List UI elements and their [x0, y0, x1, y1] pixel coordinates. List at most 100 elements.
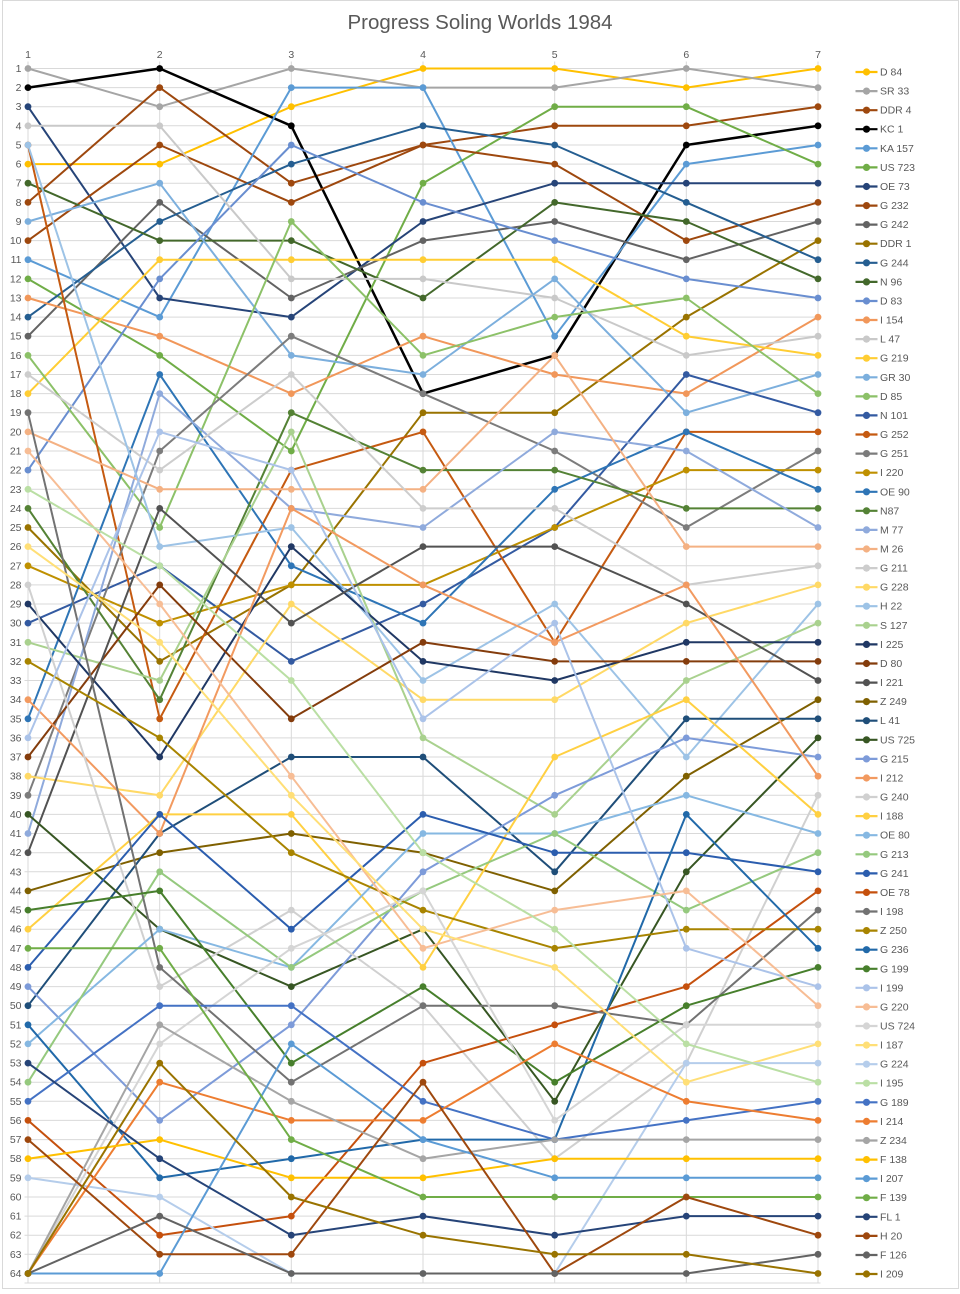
- svg-text:I 199: I 199: [880, 982, 904, 994]
- svg-text:US 725: US 725: [880, 734, 915, 746]
- svg-text:37: 37: [10, 752, 22, 764]
- svg-text:G 213: G 213: [880, 849, 909, 861]
- svg-text:25: 25: [10, 522, 22, 534]
- svg-text:46: 46: [10, 924, 22, 936]
- svg-text:L 41: L 41: [880, 715, 900, 727]
- svg-text:11: 11: [11, 254, 22, 266]
- svg-text:4: 4: [16, 120, 22, 132]
- svg-text:18: 18: [10, 388, 22, 400]
- svg-text:41: 41: [10, 828, 22, 840]
- svg-text:31: 31: [10, 637, 22, 649]
- svg-text:I 225: I 225: [880, 639, 904, 651]
- svg-text:58: 58: [10, 1153, 22, 1165]
- svg-text:5: 5: [16, 140, 22, 152]
- svg-text:60: 60: [10, 1192, 22, 1204]
- svg-text:9: 9: [16, 216, 22, 228]
- svg-text:4: 4: [420, 49, 426, 61]
- svg-text:50: 50: [10, 1000, 22, 1012]
- svg-text:I 187: I 187: [880, 1040, 904, 1052]
- svg-text:23: 23: [10, 484, 22, 496]
- svg-text:7: 7: [16, 178, 22, 190]
- svg-text:G 236: G 236: [880, 944, 909, 956]
- svg-text:35: 35: [10, 713, 22, 725]
- svg-text:I 198: I 198: [880, 906, 904, 918]
- svg-text:S 127: S 127: [880, 620, 908, 632]
- svg-text:20: 20: [10, 426, 22, 438]
- svg-text:2: 2: [16, 82, 22, 94]
- svg-text:D 80: D 80: [880, 658, 902, 670]
- svg-text:27: 27: [10, 560, 22, 572]
- svg-text:64: 64: [10, 1268, 22, 1280]
- svg-text:D 84: D 84: [880, 67, 902, 79]
- svg-text:G 252: G 252: [880, 429, 909, 441]
- svg-text:I 209: I 209: [880, 1269, 904, 1281]
- svg-text:G 199: G 199: [880, 963, 909, 975]
- svg-text:H 22: H 22: [880, 601, 902, 613]
- svg-text:30: 30: [10, 618, 22, 630]
- svg-text:F 138: F 138: [880, 1154, 907, 1166]
- svg-text:G 244: G 244: [880, 257, 909, 269]
- svg-text:22: 22: [10, 465, 22, 477]
- svg-text:14: 14: [10, 312, 22, 324]
- svg-text:54: 54: [10, 1077, 22, 1089]
- svg-text:47: 47: [10, 943, 22, 955]
- svg-text:FL 1: FL 1: [880, 1211, 901, 1223]
- svg-text:48: 48: [10, 962, 22, 974]
- svg-text:1: 1: [16, 63, 22, 75]
- svg-text:DDR 1: DDR 1: [880, 238, 912, 250]
- svg-text:49: 49: [10, 981, 22, 993]
- svg-text:GR 30: GR 30: [880, 372, 911, 384]
- svg-text:43: 43: [10, 866, 22, 878]
- svg-text:Z 234: Z 234: [880, 1135, 907, 1147]
- svg-text:28: 28: [10, 579, 22, 591]
- svg-text:13: 13: [10, 293, 22, 305]
- svg-text:G 224: G 224: [880, 1059, 909, 1071]
- svg-text:US 723: US 723: [880, 162, 915, 174]
- svg-text:40: 40: [10, 809, 22, 821]
- svg-text:21: 21: [10, 446, 22, 458]
- svg-text:55: 55: [10, 1096, 22, 1108]
- svg-text:56: 56: [10, 1115, 22, 1127]
- svg-text:62: 62: [10, 1230, 22, 1242]
- svg-text:39: 39: [10, 790, 22, 802]
- svg-text:DDR 4: DDR 4: [880, 105, 912, 117]
- svg-text:F 126: F 126: [880, 1250, 907, 1262]
- svg-text:34: 34: [10, 694, 22, 706]
- svg-text:I 221: I 221: [880, 677, 904, 689]
- svg-text:19: 19: [10, 407, 22, 419]
- svg-text:N 96: N 96: [880, 276, 902, 288]
- svg-text:Z 249: Z 249: [880, 696, 907, 708]
- svg-text:26: 26: [10, 541, 22, 553]
- svg-text:I 154: I 154: [880, 315, 904, 327]
- svg-text:6: 6: [683, 49, 689, 61]
- svg-text:24: 24: [10, 503, 22, 515]
- svg-text:G 189: G 189: [880, 1097, 909, 1109]
- svg-text:6: 6: [16, 159, 22, 171]
- svg-text:G 241: G 241: [880, 868, 909, 880]
- svg-text:OE 73: OE 73: [880, 181, 910, 193]
- svg-text:59: 59: [10, 1172, 22, 1184]
- svg-text:D 85: D 85: [880, 391, 902, 403]
- svg-text:32: 32: [10, 656, 22, 668]
- svg-text:12: 12: [10, 273, 22, 285]
- svg-text:SR 33: SR 33: [880, 86, 909, 98]
- svg-text:G 242: G 242: [880, 219, 909, 231]
- svg-text:G 219: G 219: [880, 353, 909, 365]
- svg-text:I 195: I 195: [880, 1078, 904, 1090]
- svg-text:F 139: F 139: [880, 1192, 907, 1204]
- svg-text:45: 45: [10, 905, 22, 917]
- svg-text:G 211: G 211: [880, 563, 908, 575]
- svg-text:1: 1: [25, 49, 31, 61]
- svg-text:G 228: G 228: [880, 582, 909, 594]
- svg-text:I 212: I 212: [880, 773, 904, 785]
- svg-text:52: 52: [10, 1038, 22, 1050]
- svg-text:H 20: H 20: [880, 1230, 902, 1242]
- svg-text:15: 15: [10, 331, 22, 343]
- svg-text:G 232: G 232: [880, 200, 909, 212]
- svg-text:G 240: G 240: [880, 792, 909, 804]
- svg-text:3: 3: [288, 49, 294, 61]
- svg-text:57: 57: [10, 1134, 22, 1146]
- svg-text:Z 250: Z 250: [880, 925, 907, 937]
- svg-text:I 188: I 188: [880, 811, 904, 823]
- svg-text:G 215: G 215: [880, 753, 909, 765]
